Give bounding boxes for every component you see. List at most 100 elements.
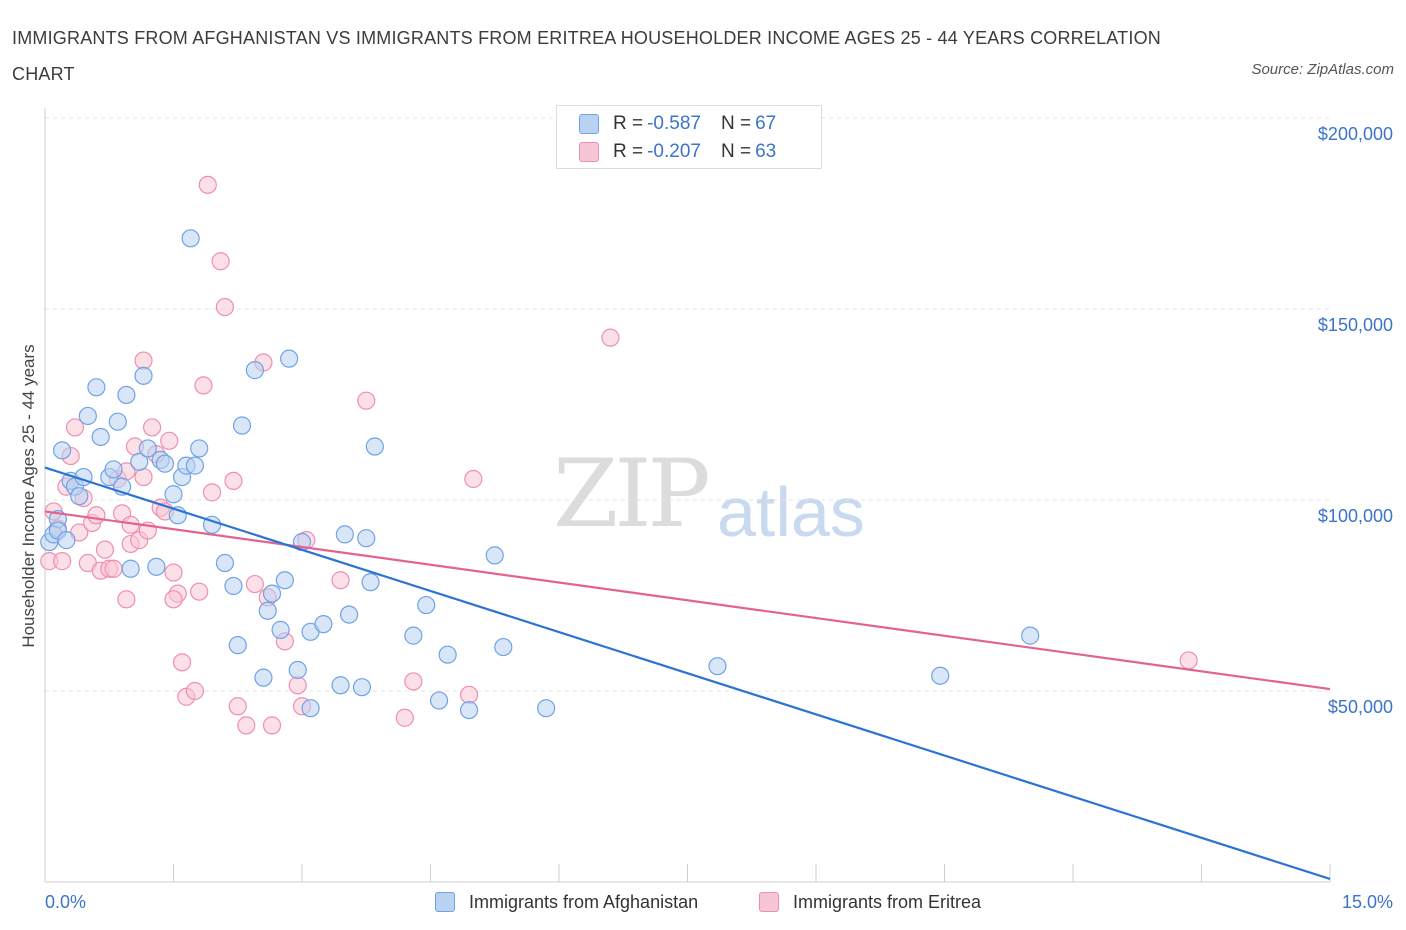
source-label: Source: ZipAtlas.com — [1251, 61, 1394, 78]
eritrea-point — [172, 653, 192, 672]
afghanistan-point — [190, 439, 209, 458]
afghanistan-trend-line — [44, 466, 1331, 880]
afghanistan-point — [288, 660, 307, 680]
eritrea-swatch — [579, 142, 599, 162]
eritrea-point — [202, 483, 222, 502]
y-tick-label: $150,000 — [1318, 315, 1393, 335]
afghanistan-point — [335, 525, 354, 544]
afghanistan-point — [280, 349, 299, 368]
watermark-atlas: atlas — [717, 473, 865, 551]
eritrea-point — [357, 391, 376, 410]
eritrea-trend-line — [44, 510, 1331, 691]
eritrea-point — [237, 716, 256, 735]
afghanistan-point — [357, 529, 376, 548]
afghanistan-point — [258, 601, 277, 620]
afghanistan-point — [459, 700, 479, 720]
eritrea-point — [95, 540, 115, 559]
n-label: N = — [720, 113, 752, 134]
eritrea-point — [224, 471, 243, 490]
afghanistan-swatch — [435, 892, 455, 912]
afghanistan-point — [262, 584, 282, 603]
eritrea-point — [142, 418, 162, 437]
y-tick-label: $100,000 — [1318, 506, 1393, 526]
afghanistan-point — [429, 691, 449, 710]
afghanistan-point — [537, 699, 556, 718]
r-value: -0.587 — [647, 113, 701, 134]
afghanistan-point — [340, 605, 359, 624]
afghanistan-point — [485, 546, 504, 565]
afghanistan-point — [232, 416, 252, 435]
eritrea-point — [160, 431, 179, 450]
afghanistan-point — [494, 637, 513, 657]
eritrea-point — [228, 697, 247, 716]
legend-item-afghanistan: Immigrants from Afghanistan — [435, 888, 698, 916]
eritrea-swatch — [759, 892, 779, 912]
eritrea-point — [245, 574, 264, 594]
r-label: R = — [613, 141, 644, 162]
eritrea-point — [198, 175, 217, 194]
afghanistan-swatch — [579, 114, 599, 134]
eritrea-point — [395, 708, 414, 727]
eritrea-point — [65, 418, 85, 437]
afghanistan-points — [40, 229, 1040, 720]
afghanistan-point — [117, 385, 136, 405]
afghanistan-point — [404, 626, 423, 645]
afghanistan-point — [1021, 626, 1040, 645]
afghanistan-point — [121, 559, 140, 578]
afghanistan-point — [57, 531, 76, 550]
afghanistan-point — [417, 595, 436, 615]
afghanistan-point — [134, 366, 153, 385]
afghanistan-point — [155, 454, 175, 473]
eritrea-point — [601, 328, 620, 347]
afghanistan-point — [438, 645, 457, 664]
legend-row-afghanistan: R = -0.587 N = 67 — [579, 111, 776, 137]
eritrea-point — [211, 252, 230, 271]
afghanistan-point — [331, 676, 350, 695]
eritrea-point — [104, 559, 123, 578]
afghanistan-point — [147, 557, 166, 576]
x-tick-label: 0.0% — [45, 892, 86, 912]
r-label: R = — [613, 113, 644, 134]
legend-row-eritrea: R = -0.207 N = 63 — [579, 139, 776, 165]
afghanistan-point — [91, 427, 110, 447]
afghanistan-point — [185, 456, 205, 475]
afghanistan-point — [254, 668, 273, 687]
afghanistan-point — [271, 620, 290, 639]
afghanistan-point — [352, 678, 372, 697]
tick-labels: $50,000 $100,000 $150,000 $200,000 0.0% 15.0% — [45, 124, 1393, 912]
afghanistan-point — [130, 452, 149, 471]
afghanistan-point — [245, 361, 264, 380]
eritrea-point — [288, 676, 307, 695]
afghanistan-point — [361, 573, 380, 592]
legend-label: Immigrants from Afghanistan — [469, 891, 699, 912]
afghanistan-point — [365, 437, 384, 456]
afghanistan-point — [53, 441, 72, 460]
afghanistan-point — [314, 615, 333, 634]
eritrea-point — [459, 685, 479, 704]
afghanistan-point — [708, 657, 727, 676]
y-tick-label: $200,000 — [1318, 124, 1393, 144]
eritrea-point — [164, 563, 183, 582]
n-label: N = — [720, 141, 752, 162]
afghanistan-point — [181, 229, 200, 248]
eritrea-point — [164, 590, 183, 609]
eritrea-point — [117, 590, 136, 609]
afghanistan-point — [228, 636, 247, 655]
eritrea-point — [194, 376, 213, 395]
watermark-zip: ZIP — [553, 440, 711, 549]
afghanistan-point — [78, 406, 97, 426]
r-value: -0.207 — [647, 141, 701, 162]
eritrea-point — [331, 571, 350, 590]
afghanistan-point — [138, 439, 157, 458]
legend-item-eritrea: Immigrants from Eritrea — [759, 888, 981, 916]
n-value: 63 — [755, 141, 777, 162]
eritrea-point — [190, 582, 209, 601]
legend-label: Immigrants from Eritrea — [793, 891, 982, 912]
afghanistan-point — [87, 378, 106, 397]
y-tick-label: $50,000 — [1328, 697, 1393, 717]
eritrea-point — [185, 681, 205, 701]
n-value: 67 — [755, 113, 777, 134]
afghanistan-point — [301, 699, 320, 718]
afghanistan-point — [104, 460, 123, 479]
afghanistan-point — [215, 553, 234, 573]
